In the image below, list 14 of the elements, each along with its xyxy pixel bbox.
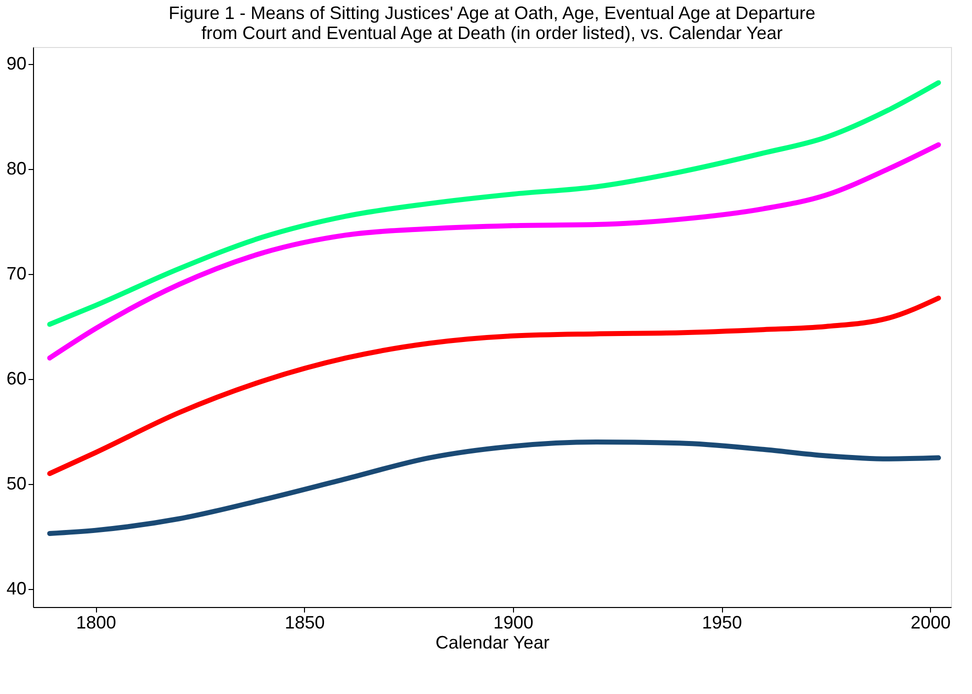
y-tick-label: 80 — [6, 158, 26, 178]
x-tick-label: 1950 — [702, 612, 742, 632]
x-tick-label: 1900 — [493, 612, 534, 632]
text: Figure 1 - Means of Sitting Justices' Age at Oath, Age, Eventual Age at Departure — [168, 3, 816, 23]
x-tick-label: 1800 — [76, 612, 116, 632]
x-tick-label: 2000 — [910, 612, 951, 632]
text: from Court and Eventual Age at Death (in order listed), vs. Calendar Year — [201, 23, 783, 43]
y-tick-label: 40 — [6, 578, 26, 599]
y-tick-label: 60 — [6, 368, 26, 389]
y-tick-label: 70 — [6, 263, 26, 284]
x-tick-label: 1850 — [284, 612, 325, 632]
x-axis-title: Calendar Year — [435, 632, 550, 652]
y-tick-label: 50 — [6, 474, 26, 494]
y-tick-label: 90 — [6, 53, 26, 74]
